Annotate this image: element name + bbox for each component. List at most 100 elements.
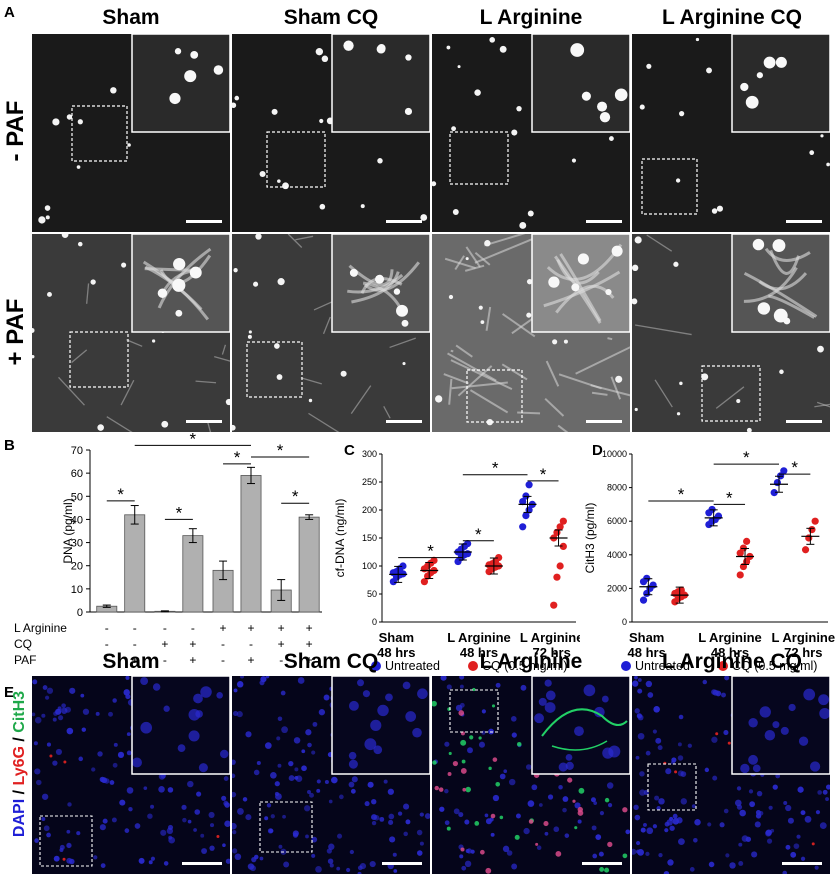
inset-nucleus xyxy=(594,706,605,718)
cell-nucleus xyxy=(608,136,614,141)
group-label: 72 hrs xyxy=(533,645,571,660)
inset-nucleus xyxy=(404,107,413,116)
inset-nucleus xyxy=(213,65,224,75)
dapi-nucleus xyxy=(270,814,275,819)
cell-nucleus xyxy=(826,162,830,167)
net-fiber xyxy=(383,406,391,419)
scale-bar xyxy=(786,220,822,223)
cell-nucleus xyxy=(274,343,280,349)
condition-sign: + xyxy=(306,637,313,651)
dapi-nucleus xyxy=(367,781,374,788)
dapi-nucleus xyxy=(416,829,423,836)
dapi-nucleus xyxy=(748,789,754,794)
inset-nucleus xyxy=(558,762,568,772)
y-tick-label: 50 xyxy=(71,491,83,503)
ly6g-marker xyxy=(49,754,53,758)
cell-nucleus xyxy=(247,334,252,339)
net-marker xyxy=(495,781,501,787)
inset-nucleus xyxy=(157,288,168,298)
y-tick-label: 10 xyxy=(71,584,83,596)
dapi-nucleus xyxy=(187,819,192,824)
dapi-nucleus xyxy=(311,853,316,858)
dapi-nucleus xyxy=(595,834,602,841)
zoom-region-box xyxy=(647,763,697,811)
net-fiber xyxy=(469,389,509,414)
dapi-nucleus xyxy=(515,813,521,819)
inset-zoom xyxy=(731,676,830,775)
column-title-sham-cq: Sham CQ xyxy=(283,6,379,29)
net-fiber xyxy=(465,246,481,268)
dapi-nucleus xyxy=(783,801,788,806)
stain-ly6g: Ly6G xyxy=(11,746,28,786)
inset-nucleus xyxy=(190,50,199,59)
condition-sign: + xyxy=(189,637,196,651)
dapi-nucleus xyxy=(126,787,134,794)
significance-star: * xyxy=(277,441,284,460)
dapi-nucleus xyxy=(52,760,58,766)
net-fiber xyxy=(474,251,491,266)
dapi-nucleus xyxy=(201,848,208,854)
cell-nucleus xyxy=(646,63,652,69)
dapi-nucleus xyxy=(664,828,669,833)
dapi-nucleus xyxy=(224,820,230,828)
cell-nucleus xyxy=(97,424,104,431)
significance-star: * xyxy=(540,465,547,484)
dapi-nucleus xyxy=(790,851,797,858)
dapi-nucleus xyxy=(351,776,358,783)
dapi-nucleus xyxy=(81,727,87,732)
zoom-region-box xyxy=(641,158,698,215)
data-point xyxy=(649,581,657,589)
dapi-nucleus xyxy=(41,793,49,800)
inset-border xyxy=(131,676,230,775)
dapi-nucleus xyxy=(766,838,773,844)
dapi-nucleus xyxy=(721,692,726,698)
dapi-nucleus xyxy=(66,829,71,834)
dapi-nucleus xyxy=(200,833,205,838)
dapi-nucleus xyxy=(719,822,725,828)
row-label-minus-paf: - PAF xyxy=(2,100,29,162)
cell-nucleus xyxy=(489,37,496,43)
cell-nucleus xyxy=(76,165,81,169)
dapi-nucleus xyxy=(499,773,506,780)
inset-nucleus xyxy=(772,721,780,729)
cell-nucleus xyxy=(817,345,824,353)
net-marker xyxy=(488,766,492,771)
inset-nucleus xyxy=(393,288,401,295)
dapi-nucleus xyxy=(194,809,201,815)
net-fiber xyxy=(120,379,135,406)
cell-nucleus xyxy=(271,108,278,115)
group-label: 48 hrs xyxy=(460,645,498,660)
group-label: L Arginine xyxy=(698,630,762,645)
cell-nucleus xyxy=(571,158,577,163)
cell-nucleus xyxy=(446,45,451,50)
data-point xyxy=(550,601,558,609)
dapi-nucleus xyxy=(655,737,662,744)
dapi-nucleus xyxy=(163,861,169,866)
net-fiber xyxy=(607,337,613,341)
dapi-nucleus xyxy=(276,736,281,741)
y-tick-label: 10000 xyxy=(602,449,627,459)
dapi-nucleus xyxy=(46,832,51,838)
dapi-nucleus xyxy=(459,684,464,689)
dapi-nucleus xyxy=(350,788,356,794)
cell-nucleus xyxy=(308,398,313,403)
data-point xyxy=(464,550,472,558)
dapi-nucleus xyxy=(416,850,423,856)
net-fiber xyxy=(591,391,608,396)
net-marker xyxy=(434,785,439,791)
net-marker xyxy=(460,768,467,774)
dapi-nucleus xyxy=(181,804,187,810)
inset-nucleus xyxy=(200,686,212,698)
condition-sign: - xyxy=(221,653,225,667)
inset-nucleus xyxy=(376,44,386,54)
inset-nucleus xyxy=(169,92,181,105)
y-tick-label: 8000 xyxy=(607,483,627,493)
legend-marker-cq xyxy=(718,661,728,671)
cell-nucleus xyxy=(90,279,96,285)
cell-nucleus xyxy=(377,158,383,164)
data-point xyxy=(559,517,567,525)
dapi-nucleus xyxy=(593,801,598,805)
condition-sign: + xyxy=(278,621,285,635)
net-marker xyxy=(528,819,534,824)
y-axis-label: DNA (pg/ml) xyxy=(61,498,75,563)
